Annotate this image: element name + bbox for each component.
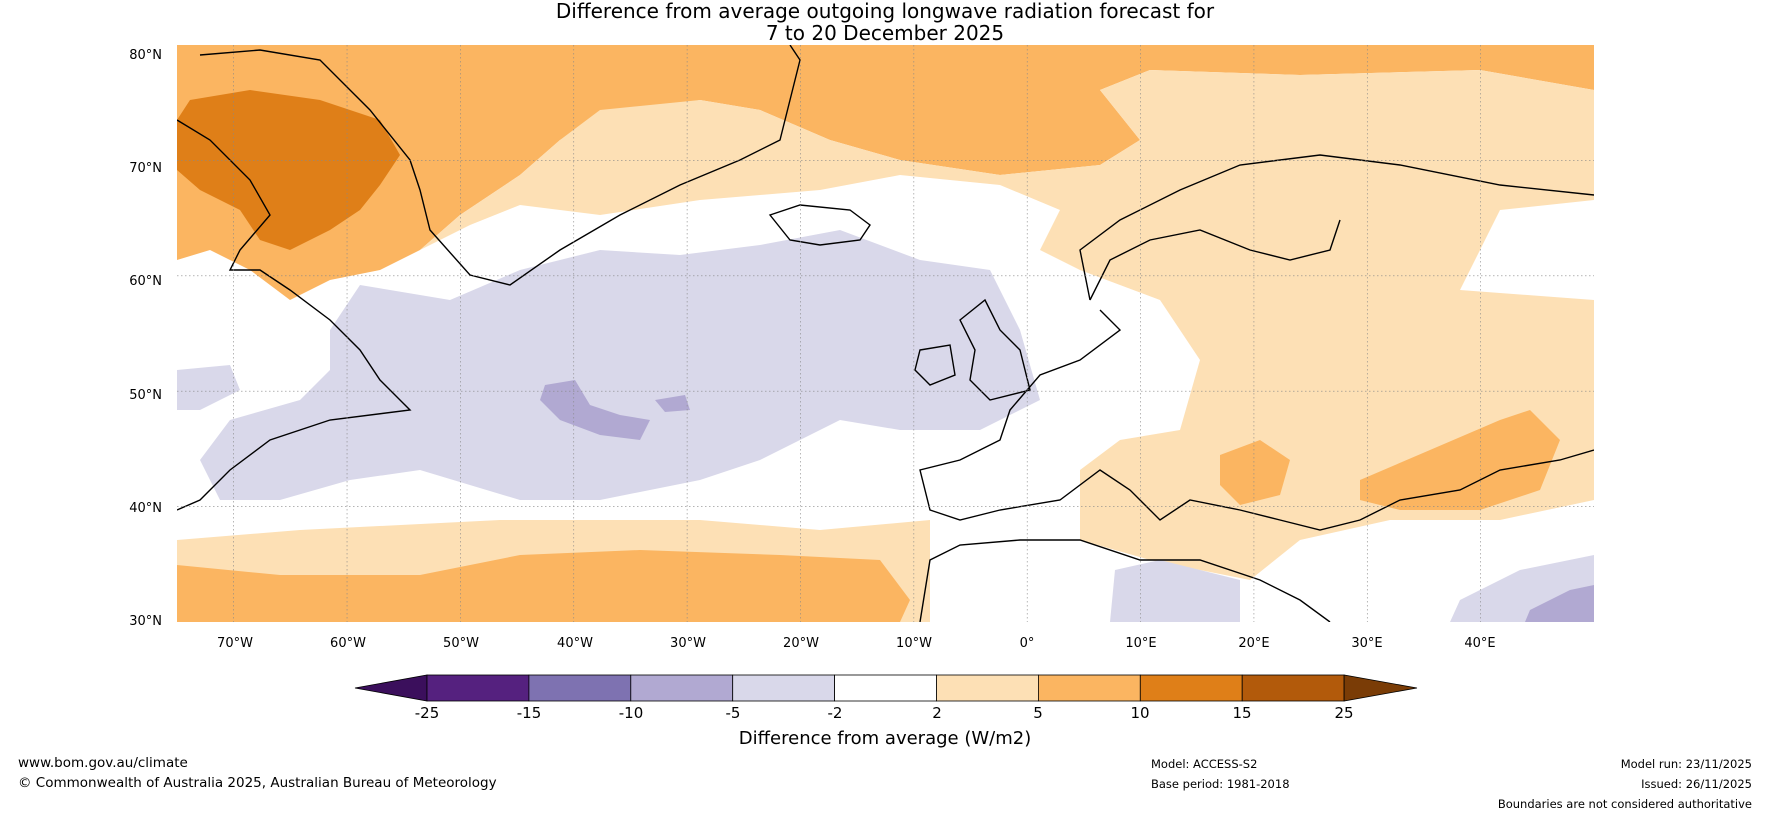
lat-label-40n: 40°N [129, 501, 162, 516]
africa-coast [919, 539, 1331, 622]
colorbar-tick: 5 [1033, 704, 1043, 722]
colorbar-segment [732, 674, 836, 702]
colorbar-tick: -2 [827, 704, 843, 722]
footer-copyright: © Commonwealth of Australia 2025, Austra… [18, 775, 497, 791]
colorbar-tick: 25 [1334, 704, 1354, 722]
anomaly-neg5-neg10-mideast [1525, 585, 1594, 622]
anomaly-field [177, 45, 1594, 622]
scandinavia-coast [1089, 219, 1341, 301]
footer-model-run: Model run: 23/11/2025 [1620, 757, 1752, 771]
anomaly-5-10-balkans [1220, 440, 1290, 505]
colorbar-segment [630, 674, 734, 702]
anomaly-2-5-north [420, 70, 1594, 580]
footer-disclaimer: Boundaries are not considered authoritat… [1497, 797, 1752, 811]
lat-label-60n: 60°N [129, 274, 162, 289]
lon-label-40e: 40°E [1464, 636, 1496, 651]
colorbar-tick: -25 [414, 704, 440, 722]
footer-issued: Issued: 26/11/2025 [1641, 777, 1752, 791]
anomaly-10-15-greenland [177, 90, 400, 250]
colorbar-extend-high [1343, 674, 1418, 702]
lon-label-30e: 30°E [1351, 636, 1383, 651]
colorbar-segment [834, 674, 937, 702]
anomaly-neg2-neg5-africa [1110, 560, 1240, 622]
graticule [177, 45, 1594, 622]
anomaly-neg2-neg5-atlantic [200, 230, 1040, 500]
colorbar-extend-low [354, 674, 428, 702]
lon-label-20w: 20°W [783, 636, 819, 651]
colorbar [354, 674, 1418, 702]
anomaly-neg5-neg10-atlantic [540, 380, 650, 440]
lat-label-50n: 50°N [129, 388, 162, 403]
greenland-coast [199, 45, 801, 286]
anomaly-5-10-blacksea [1360, 410, 1560, 510]
lat-label-80n: 80°N [129, 48, 162, 63]
colorbar-segment [1241, 674, 1345, 702]
anomaly-5-10-north [177, 45, 1594, 300]
colorbar-tick: 15 [1232, 704, 1252, 722]
lat-label-70n: 70°N [129, 161, 162, 176]
footer-website: www.bom.gov.au/climate [18, 755, 188, 771]
colorbar-tick: 10 [1130, 704, 1150, 722]
lon-label-70w: 70°W [217, 636, 253, 651]
coastlines [177, 45, 1594, 622]
colorbar-segment [528, 674, 632, 702]
anomaly-neg2-neg5-newfoundland [177, 365, 240, 410]
map-title-line1: Difference from average outgoing longwav… [555, 0, 1215, 23]
colorbar-label: Difference from average (W/m2) [738, 728, 1032, 749]
lon-label-10e: 10°E [1125, 636, 1157, 651]
lon-label-0: 0° [1019, 636, 1035, 651]
colorbar-tick: 2 [932, 704, 942, 722]
lon-label-10w: 10°W [896, 636, 932, 651]
colorbar-tick: -10 [618, 704, 644, 722]
europe-coast [919, 154, 1594, 531]
map-title-line2: 7 to 20 December 2025 [765, 21, 1005, 45]
lat-label-30n: 30°N [129, 614, 162, 629]
canada-coast [177, 119, 412, 511]
lon-label-30w: 30°W [670, 636, 706, 651]
iceland-coast [768, 204, 871, 246]
lon-label-60w: 60°W [330, 636, 366, 651]
uk-coast [959, 298, 1031, 401]
anomaly-neg5-neg10-small [655, 395, 690, 412]
colorbar-segment [426, 674, 530, 702]
lon-label-50w: 50°W [443, 636, 479, 651]
footer-model: Model: ACCESS-S2 [1151, 757, 1258, 771]
anomaly-5-10-south [177, 550, 910, 622]
lon-label-20e: 20°E [1238, 636, 1270, 651]
colorbar-tick: -5 [725, 704, 741, 722]
footer-base-period: Base period: 1981-2018 [1151, 777, 1290, 791]
lon-label-40w: 40°W [557, 636, 593, 651]
colorbar-tick: -15 [516, 704, 542, 722]
colorbar-segment [1139, 674, 1243, 702]
colorbar-segment [1038, 674, 1141, 702]
ireland-coast [914, 344, 956, 386]
colorbar-segment [936, 674, 1039, 702]
